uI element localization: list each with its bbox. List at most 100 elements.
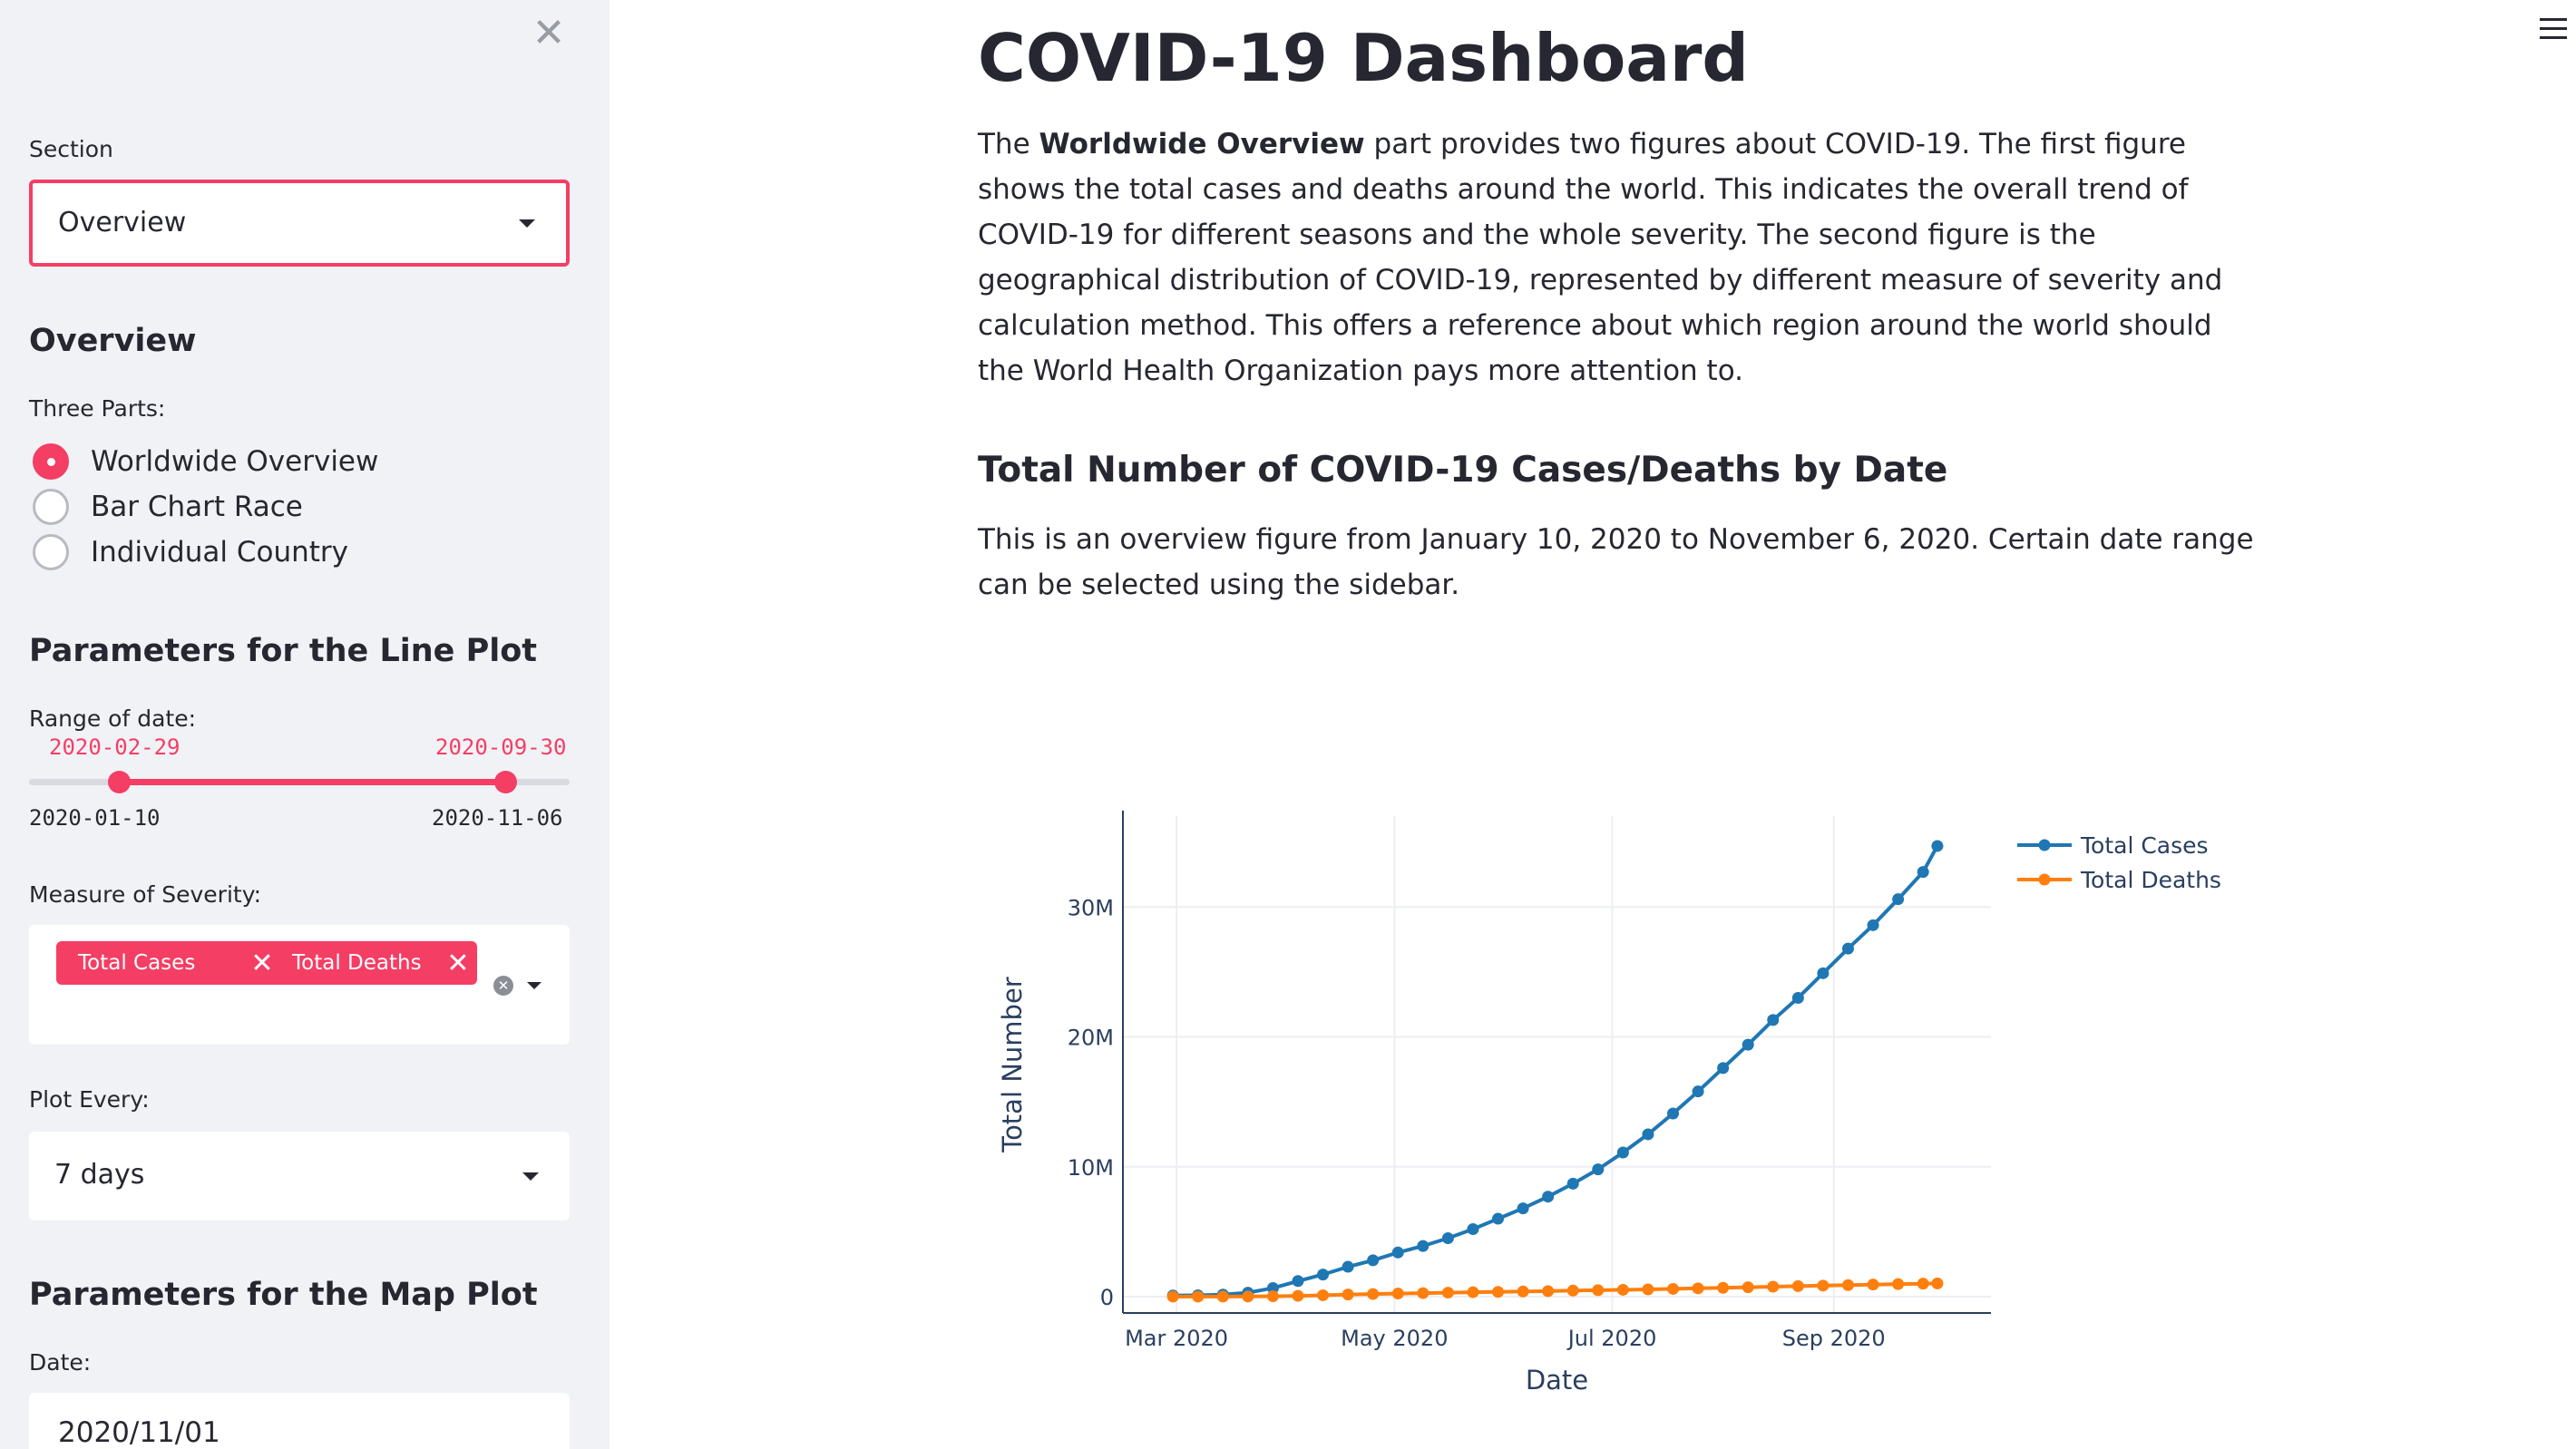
data-point xyxy=(1492,1286,1505,1298)
data-point xyxy=(1841,1279,1854,1291)
date-range-slider-fill xyxy=(118,779,506,785)
data-point xyxy=(1717,1062,1730,1075)
data-point xyxy=(1717,1281,1730,1294)
legend-marker xyxy=(2038,839,2051,851)
data-point xyxy=(1666,1107,1679,1120)
data-point xyxy=(1441,1232,1454,1245)
y-tick-label: 30M xyxy=(1068,895,1114,920)
date-range-label: Range of date: xyxy=(29,705,197,732)
intro-text-bold: Worldwide Overview xyxy=(1039,128,1365,160)
slider-low-handle[interactable] xyxy=(108,771,131,793)
data-point xyxy=(1767,1014,1780,1026)
data-point xyxy=(1616,1283,1629,1296)
data-point xyxy=(1492,1212,1505,1225)
radio-label: Worldwide Overview xyxy=(91,445,379,478)
slider-max-label: 2020-11-06 xyxy=(432,805,563,831)
hamburger-menu-icon[interactable] xyxy=(2540,18,2567,42)
data-point xyxy=(1317,1289,1330,1301)
data-point xyxy=(1892,893,1905,906)
data-point xyxy=(1367,1254,1380,1267)
plot-every-select[interactable]: 7 days xyxy=(29,1132,570,1220)
data-point xyxy=(1417,1240,1429,1252)
data-point xyxy=(1317,1269,1330,1281)
chevron-down-icon xyxy=(519,219,535,228)
chevron-down-icon[interactable] xyxy=(527,982,542,989)
data-point xyxy=(1642,1283,1654,1296)
data-point xyxy=(1642,1128,1654,1141)
data-point xyxy=(1867,1279,1879,1291)
map-date-input[interactable]: 2020/11/01 xyxy=(29,1393,570,1449)
section-label: Section xyxy=(29,136,113,162)
data-point xyxy=(1292,1275,1304,1288)
radio-worldwide-overview[interactable]: Worldwide Overview xyxy=(33,442,378,481)
data-point xyxy=(1391,1288,1404,1300)
radio-unselected-icon xyxy=(33,489,69,525)
severity-multiselect[interactable]: Total Cases ✕ Total Deaths ✕ ✕ xyxy=(29,925,570,1045)
line-chart[interactable]: Mar 2020 May 2020 Jul 2020 Sep 2020 0 10M 20M 3… xyxy=(978,780,2248,1415)
data-point xyxy=(1931,1277,1944,1289)
data-point xyxy=(1517,1202,1529,1215)
map-params-heading: Parameters for the Map Plot xyxy=(29,1277,538,1313)
close-icon[interactable]: ✕ xyxy=(532,10,566,56)
data-point xyxy=(1692,1085,1704,1098)
intro-text-pre: The xyxy=(978,128,1039,160)
x-tick-label: Jul 2020 xyxy=(1566,1326,1657,1351)
line-params-heading: Parameters for the Line Plot xyxy=(29,633,538,669)
clear-all-icon[interactable]: ✕ xyxy=(493,976,513,996)
plot-every-label: Plot Every: xyxy=(29,1086,150,1113)
data-point xyxy=(1266,1282,1279,1295)
slider-min-label: 2020-01-10 xyxy=(29,805,161,831)
legend-marker xyxy=(2038,873,2051,886)
y-axis-title: Total Number xyxy=(997,977,1028,1153)
data-point xyxy=(1692,1282,1704,1295)
severity-tag-total-deaths: Total Deaths ✕ xyxy=(270,941,477,985)
data-point xyxy=(1166,1290,1179,1303)
y-tick-label: 0 xyxy=(1100,1285,1114,1310)
data-point xyxy=(1767,1280,1780,1293)
data-point xyxy=(1566,1177,1579,1190)
radio-selected-icon xyxy=(33,443,69,480)
x-axis-title: Date xyxy=(1526,1365,1588,1396)
data-point xyxy=(1542,1191,1555,1203)
intro-text-post: part provides two figures about COVID-19… xyxy=(978,128,2223,387)
x-tick-label: Mar 2020 xyxy=(1125,1326,1228,1351)
slider-low-value: 2020-02-29 xyxy=(49,734,181,760)
data-point xyxy=(1517,1285,1529,1298)
slider-high-value: 2020-09-30 xyxy=(435,734,567,760)
legend-label: Total Deaths xyxy=(2080,867,2221,893)
data-point xyxy=(1917,866,1929,879)
three-parts-label: Three Parts: xyxy=(29,395,166,422)
data-point xyxy=(1266,1290,1279,1303)
map-date-value: 2020/11/01 xyxy=(58,1416,220,1449)
data-point xyxy=(1216,1290,1229,1303)
overview-heading: Overview xyxy=(29,323,197,359)
data-point xyxy=(1342,1289,1354,1301)
data-point xyxy=(1592,1284,1605,1297)
remove-tag-icon[interactable]: ✕ xyxy=(250,947,274,979)
section-select[interactable]: Overview xyxy=(29,180,570,267)
data-point xyxy=(1742,1281,1754,1294)
data-point xyxy=(1817,967,1830,979)
y-tick-label: 20M xyxy=(1068,1026,1114,1051)
radio-label: Bar Chart Race xyxy=(91,491,303,523)
chevron-down-icon xyxy=(522,1172,539,1181)
data-point xyxy=(1666,1282,1679,1295)
data-point xyxy=(1892,1278,1905,1290)
page-title: COVID-19 Dashboard xyxy=(978,20,1749,96)
legend-label: Total Cases xyxy=(2080,832,2209,859)
plot-every-value: 7 days xyxy=(54,1159,145,1191)
intro-paragraph: The Worldwide Overview part provides two… xyxy=(978,122,2266,394)
data-point xyxy=(1742,1038,1754,1051)
data-point xyxy=(1867,919,1879,931)
radio-individual-country[interactable]: Individual Country xyxy=(33,532,348,572)
radio-bar-chart-race[interactable]: Bar Chart Race xyxy=(33,487,303,527)
y-tick-label: 10M xyxy=(1068,1155,1114,1181)
remove-tag-icon[interactable]: ✕ xyxy=(446,947,470,979)
x-tick-label: May 2020 xyxy=(1341,1326,1448,1351)
slider-high-handle[interactable] xyxy=(494,771,517,793)
data-point xyxy=(1616,1146,1629,1159)
data-point xyxy=(1367,1288,1380,1300)
data-point xyxy=(1292,1289,1304,1302)
radio-unselected-icon xyxy=(33,534,69,570)
